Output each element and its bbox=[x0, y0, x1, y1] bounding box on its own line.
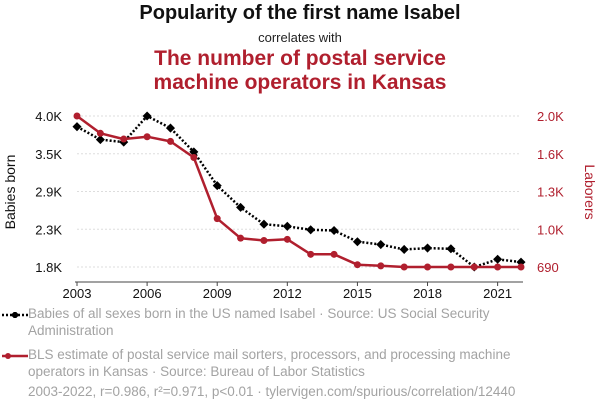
series1-point bbox=[352, 237, 362, 247]
right-axis-title: Laborers bbox=[582, 164, 598, 219]
series2-point bbox=[447, 263, 455, 271]
series2-point bbox=[260, 236, 268, 244]
x-tick-label: 2003 bbox=[63, 286, 92, 300]
series2-point bbox=[353, 261, 361, 269]
series2-point bbox=[213, 215, 221, 223]
series2-point bbox=[400, 263, 408, 271]
x-tick-label: 2006 bbox=[133, 286, 162, 300]
x-tick-label: 2021 bbox=[483, 286, 512, 300]
x-tick-label: 2018 bbox=[413, 286, 442, 300]
x-tick-label: 2015 bbox=[343, 286, 372, 300]
right-tick-label: 1.3K bbox=[537, 185, 564, 200]
series2-point bbox=[190, 153, 198, 161]
x-tick-label: 2012 bbox=[273, 286, 302, 300]
legend-marker-series2 bbox=[2, 353, 28, 359]
legend-label-series2: BLS estimate of postal service mail sort… bbox=[28, 347, 511, 379]
series1-point bbox=[493, 254, 503, 264]
footer-source: 2003-2022, r=0.986, r²=0.971, p<0.01 · t… bbox=[28, 384, 516, 399]
series1-point bbox=[72, 122, 82, 132]
series1-point bbox=[399, 244, 409, 254]
line-chart: 4.0K 3.5K 2.9K 2.3K 1.8K 2.0K 1.6K 1.3K 1.0K 690 2… bbox=[2, 109, 598, 300]
series2-point bbox=[470, 263, 478, 271]
right-tick-label: 1.0K bbox=[537, 222, 564, 237]
series2-point bbox=[73, 112, 81, 120]
series1-point bbox=[376, 240, 386, 250]
second-title-line-1: The number of postal service bbox=[154, 47, 446, 70]
series2-point bbox=[517, 263, 525, 271]
series2-point bbox=[120, 135, 128, 143]
series2-point bbox=[283, 235, 291, 243]
chart-second-title: The number of postal service machine ope… bbox=[0, 47, 600, 95]
series2-point bbox=[166, 137, 174, 145]
series1-point bbox=[236, 202, 246, 212]
right-tick-label: 690 bbox=[537, 260, 559, 275]
series1-point bbox=[259, 219, 269, 229]
series2-point bbox=[307, 250, 315, 258]
series2-point bbox=[96, 129, 104, 137]
series1-point bbox=[212, 181, 222, 191]
series1-point bbox=[165, 123, 175, 133]
left-tick-label: 2.9K bbox=[35, 185, 62, 200]
second-title-line-2: machine operators in Kansas bbox=[153, 71, 447, 94]
x-tick-label: 2009 bbox=[203, 286, 232, 300]
left-tick-label: 2.3K bbox=[35, 222, 62, 237]
series2-point bbox=[494, 263, 502, 271]
series2-point bbox=[424, 263, 432, 271]
series1-point bbox=[95, 135, 105, 145]
series2-point bbox=[237, 234, 245, 242]
right-tick-label: 1.6K bbox=[537, 147, 564, 162]
chart-title: Popularity of the first name Isabel bbox=[139, 2, 461, 24]
left-tick-label: 1.8K bbox=[35, 260, 62, 275]
series2-point bbox=[143, 133, 151, 141]
series1-point bbox=[306, 225, 316, 235]
series1-point bbox=[142, 111, 152, 121]
left-tick-label: 3.5K bbox=[35, 147, 62, 162]
series2-point bbox=[377, 262, 385, 270]
legend-marker-series1 bbox=[2, 312, 28, 318]
series1-point bbox=[329, 225, 339, 236]
series2-point bbox=[330, 250, 338, 258]
series2-line bbox=[76, 114, 521, 269]
legend-label-series1: Babies of all sexes born in the US named… bbox=[28, 306, 490, 338]
series1-point bbox=[189, 147, 199, 157]
right-tick-label: 2.0K bbox=[537, 109, 564, 124]
chart-subtitle: correlates with bbox=[258, 30, 342, 45]
series1-point bbox=[423, 243, 433, 253]
left-axis-title: Babies born bbox=[2, 155, 18, 230]
left-tick-label: 4.0K bbox=[35, 109, 62, 124]
